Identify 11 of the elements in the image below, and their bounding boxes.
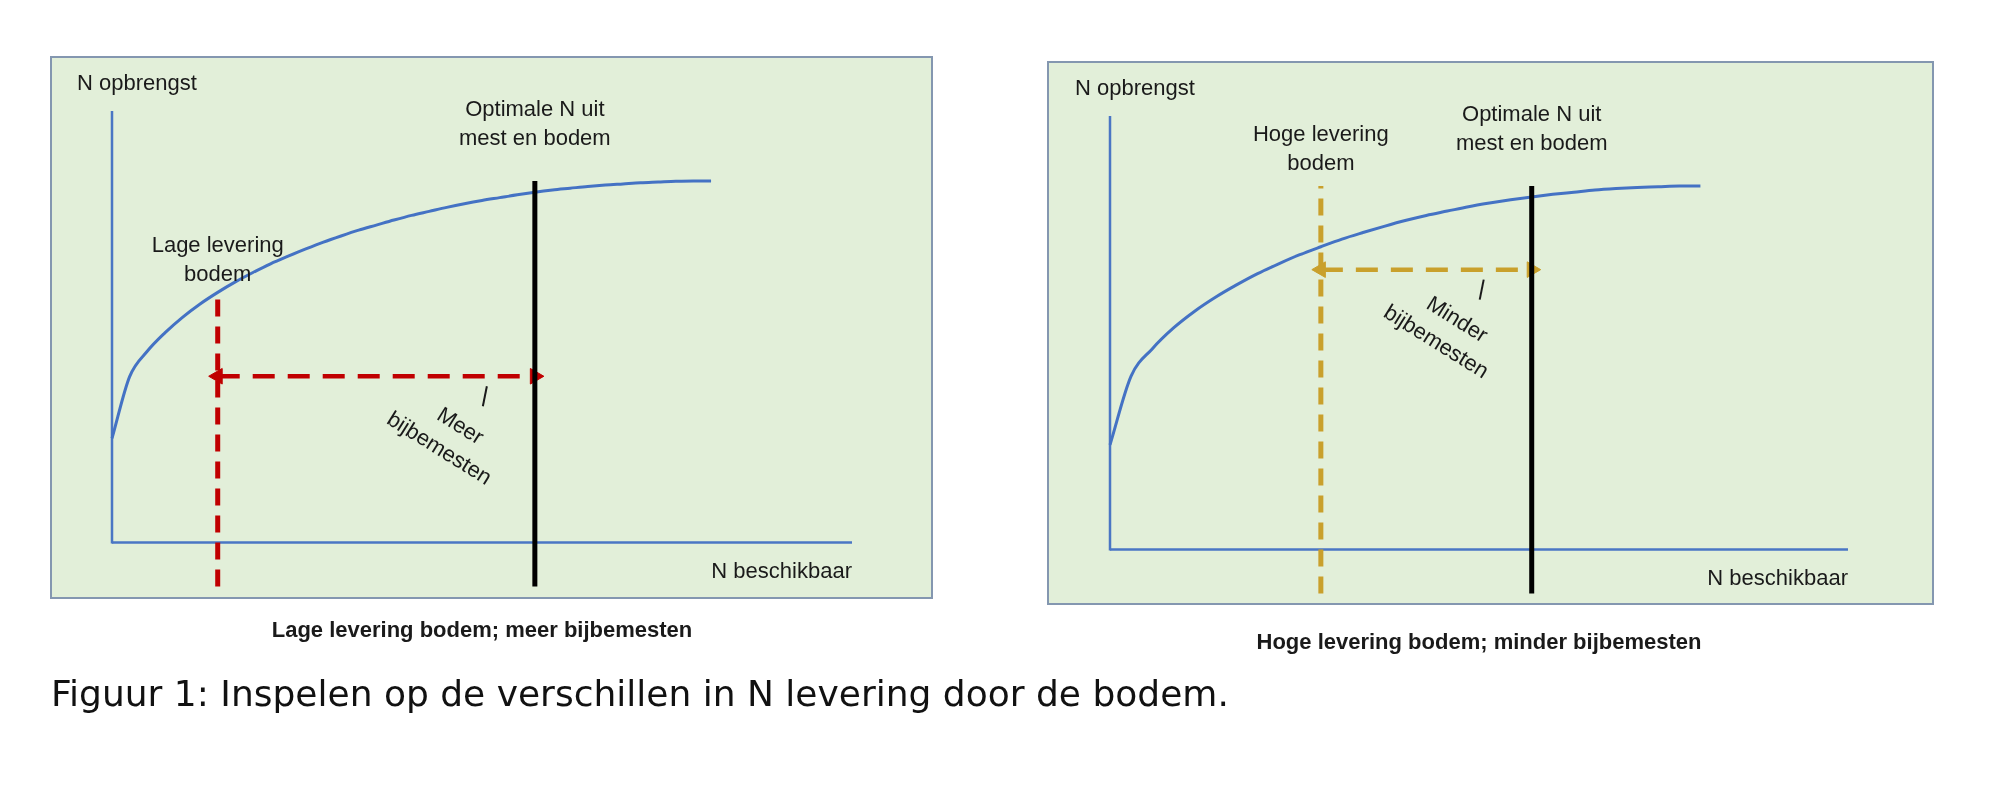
y-axis-title: N opbrengst <box>1075 75 1195 101</box>
x-axis-title: N beschikbaar <box>711 557 852 583</box>
text: Hoge levering bodem <box>1252 121 1389 175</box>
text: Optimale N uit mest en bodem <box>459 96 611 150</box>
annotation: Lage levering bodem <box>151 231 284 286</box>
y-axis-title: N opbrengst <box>77 70 197 96</box>
text: Lage levering bodem; meer bijbemesten <box>271 616 693 642</box>
text: Hoge levering bodem; minder bijbemesten <box>1256 628 1702 654</box>
text: Figuur 1: Inspelen op de verschillen in N levering door de bodem. <box>51 672 1229 716</box>
x-axis-title: N beschikbaar <box>1707 564 1848 590</box>
text: Optimale N uit mest en bodem <box>1455 101 1608 155</box>
